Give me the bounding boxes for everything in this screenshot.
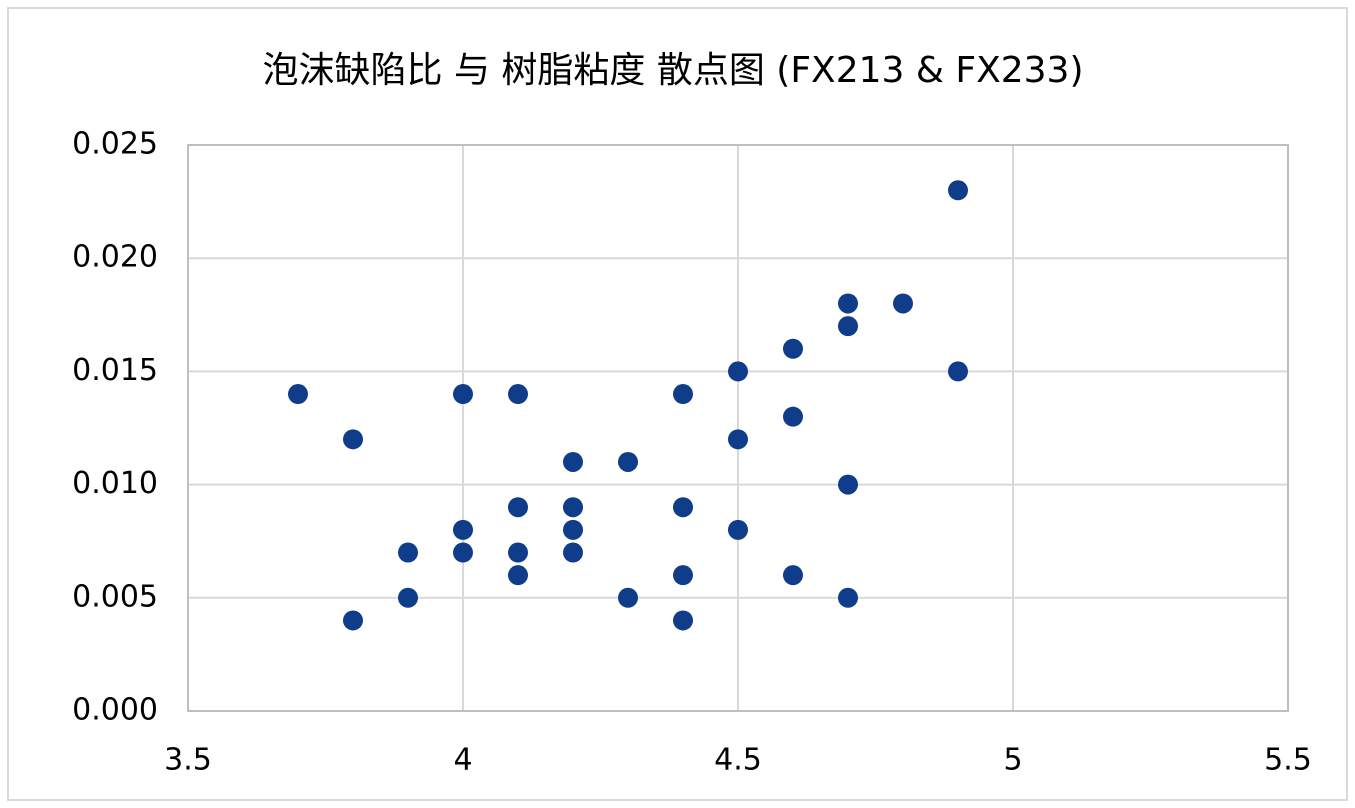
point [728, 519, 748, 540]
point [728, 429, 748, 450]
point [563, 497, 583, 518]
point [398, 542, 418, 563]
point [783, 406, 803, 427]
point [618, 587, 638, 608]
point [728, 361, 748, 382]
point [673, 565, 693, 586]
y-tick-label: 0.000 [72, 693, 158, 728]
point [838, 587, 858, 608]
point [508, 542, 528, 563]
point [508, 565, 528, 586]
x-tick-label: 5.5 [1264, 743, 1312, 778]
point [453, 542, 473, 563]
point [508, 497, 528, 518]
plot-border [187, 144, 1289, 712]
point [398, 587, 418, 608]
point [893, 293, 913, 314]
point [343, 610, 363, 631]
point [288, 384, 308, 405]
x-tick-label: 4 [453, 743, 472, 778]
point [673, 384, 693, 405]
point [508, 384, 528, 405]
point [783, 565, 803, 586]
y-tick-label: 0.005 [72, 579, 158, 614]
chart-title: 泡沫缺陷比 与 树脂粘度 散点图 (FX213 & FX233) [263, 50, 1084, 91]
point [563, 519, 583, 540]
x-tick-label: 5 [1003, 743, 1022, 778]
y-tick-label: 0.010 [72, 466, 158, 501]
point [838, 474, 858, 495]
y-tick-label: 0.015 [72, 353, 158, 388]
point [563, 451, 583, 472]
y-tick-label: 0.020 [72, 240, 158, 275]
point [783, 338, 803, 359]
point [948, 180, 968, 201]
point [343, 429, 363, 450]
point [948, 361, 968, 382]
x-tick-label: 3.5 [164, 743, 212, 778]
point [673, 610, 693, 631]
x-tick-label: 4.5 [714, 743, 762, 778]
point [453, 384, 473, 405]
point [618, 451, 638, 472]
point [563, 542, 583, 563]
y-tick-label: 0.025 [72, 127, 158, 162]
chart-border [7, 7, 1348, 801]
point [838, 293, 858, 314]
point [673, 497, 693, 518]
point [453, 519, 473, 540]
point [838, 316, 858, 337]
